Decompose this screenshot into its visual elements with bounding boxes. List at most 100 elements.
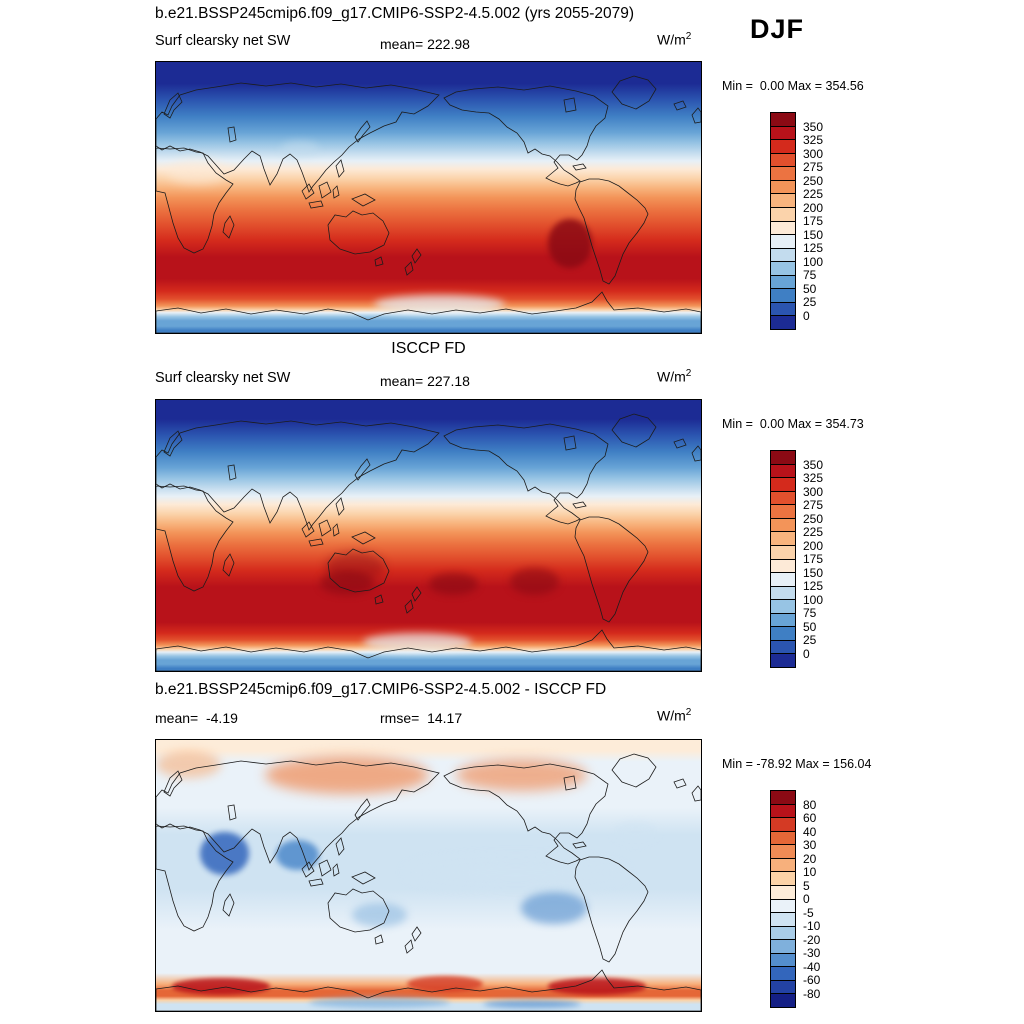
field-anomaly-patch — [510, 568, 560, 596]
colorbar-cell — [771, 979, 795, 994]
coastline-overlay — [156, 753, 701, 1011]
panel1-mean-label: mean= 222.98 — [380, 36, 470, 52]
colorbar-cell — [771, 558, 795, 573]
colorbar-cells — [770, 450, 796, 668]
colorbar-tick-label: 25 — [803, 633, 817, 647]
field-anomaly-patch — [156, 750, 222, 778]
colorbar-cell — [771, 791, 795, 804]
colorbar-tick-label: 5 — [803, 878, 810, 893]
panel1-variable-label: Surf clearsky net SW — [155, 33, 291, 49]
colorbar-cell — [771, 952, 795, 967]
field-anomaly-patch — [428, 573, 478, 596]
panel3-colorbar: 80 60 40 30 20 10 5 0 -5 -10 -20 -30 -40 -60 -80 — [770, 790, 854, 1008]
panel3-mean-label: mean= -4.19 — [155, 710, 238, 726]
colorbar-cell — [771, 803, 795, 818]
colorbar-cell — [771, 477, 795, 491]
field-anomaly-patch — [548, 219, 592, 268]
colorbar-cell — [771, 939, 795, 953]
colorbar-tick-label: 250 — [803, 511, 824, 526]
panel2-units-label: W/m2 — [657, 368, 691, 385]
panel1-colorbar: 350 325 300 275 250 225 200 175 150 125 100 75 50 25 0 — [770, 112, 854, 330]
field-anomaly-patch — [281, 140, 320, 157]
colorbar-cell — [771, 572, 795, 586]
colorbar-tick-label: 75 — [803, 268, 817, 282]
field-anomaly-patch — [166, 159, 227, 184]
panel3-minmax-label: Min = -78.92 Max = 156.04 — [722, 757, 872, 771]
panel2-colorbar: 350 325 300 275 250 225 200 175 150 125 100 75 50 25 0 — [770, 450, 854, 668]
colorbar-tick-label: 0 — [803, 308, 810, 323]
colorbar-tick-label: 225 — [803, 525, 824, 539]
colorbar-tick-label: 200 — [803, 200, 824, 215]
colorbar-tick-label: 350 — [803, 119, 824, 134]
colorbar-cell — [771, 830, 795, 845]
colorbar-tick-label: 80 — [803, 797, 817, 812]
colorbar-tick-label: 175 — [803, 552, 824, 566]
colorbar-tick-label: 100 — [803, 254, 824, 269]
colorbar-tick-label: 175 — [803, 214, 824, 228]
colorbar-cell — [771, 884, 795, 899]
field-anomaly-patch — [308, 997, 451, 1009]
colorbar-tick-label: 300 — [803, 146, 824, 161]
colorbar-cell — [771, 139, 795, 153]
panel2-title: ISCCP FD — [391, 340, 466, 357]
colorbar-cell — [771, 871, 795, 885]
panel2-minmax-label: Min = 0.00 Max = 354.73 — [722, 417, 864, 431]
units-exponent: 2 — [685, 31, 692, 42]
map-observations-field — [156, 400, 701, 671]
colorbar-tick-label: 20 — [803, 851, 817, 866]
colorbar-labels: 350 325 300 275 250 225 200 175 150 125 100 75 50 25 0 — [770, 450, 854, 668]
units-exponent: 2 — [685, 368, 692, 379]
coastline-overlay — [156, 413, 701, 671]
colorbar-cell — [771, 315, 795, 329]
colorbar-cell — [771, 599, 795, 613]
map-observations — [155, 399, 702, 672]
colorbar-cell — [771, 898, 795, 913]
colorbar-cells — [770, 112, 796, 330]
colorbar-cell — [771, 817, 795, 831]
colorbar-cell — [771, 247, 795, 262]
colorbar-cell — [771, 517, 795, 532]
colorbar-cell — [771, 125, 795, 140]
map-model — [155, 61, 702, 334]
units-base: W/m — [657, 707, 686, 724]
coastline-overlay — [156, 75, 701, 333]
colorbar-tick-label: 60 — [803, 811, 817, 825]
colorbar-cell — [771, 463, 795, 478]
colorbar-tick-label: -5 — [803, 905, 814, 920]
colorbar-cell — [771, 179, 795, 194]
colorbar-cell — [771, 234, 795, 248]
colorbar-cell — [771, 206, 795, 221]
colorbar-tick-label: 150 — [803, 227, 824, 242]
colorbar-labels: 80 60 40 30 20 10 5 0 -5 -10 -20 -30 -40 -60 -80 — [770, 790, 854, 1008]
colorbar-labels: 350 325 300 275 250 225 200 175 150 125 100 75 50 25 0 — [770, 112, 854, 330]
field-anomaly-patch — [406, 859, 625, 887]
colorbar-cell — [771, 451, 795, 464]
colorbar-tick-label: 350 — [803, 457, 824, 472]
units-base: W/m — [657, 368, 686, 385]
field-anomaly-patch — [406, 975, 483, 993]
field-anomaly-patch — [199, 832, 249, 876]
colorbar-cell — [771, 113, 795, 126]
colorbar-cell — [771, 166, 795, 180]
colorbar-cell — [771, 288, 795, 302]
colorbar-cell — [771, 220, 795, 235]
colorbar-tick-label: 50 — [803, 619, 817, 634]
colorbar-tick-label: -40 — [803, 959, 821, 974]
colorbar-tick-label: 100 — [803, 592, 824, 607]
colorbar-cell — [771, 912, 795, 926]
colorbar-cell — [771, 857, 795, 872]
colorbar-cell — [771, 490, 795, 505]
map-model-field — [156, 62, 701, 333]
colorbar-cell — [771, 653, 795, 667]
colorbar-cell — [771, 993, 795, 1007]
panel1-units-label: W/m2 — [657, 31, 691, 48]
colorbar-tick-label: 250 — [803, 173, 824, 188]
colorbar-tick-label: 225 — [803, 187, 824, 201]
field-anomaly-patch — [352, 902, 407, 927]
colorbar-tick-label: -80 — [803, 986, 821, 1001]
panel2-mean-label: mean= 227.18 — [380, 373, 470, 389]
colorbar-tick-label: 125 — [803, 241, 824, 255]
colorbar-tick-label: 325 — [803, 133, 824, 147]
field-anomaly-patch — [374, 295, 505, 315]
